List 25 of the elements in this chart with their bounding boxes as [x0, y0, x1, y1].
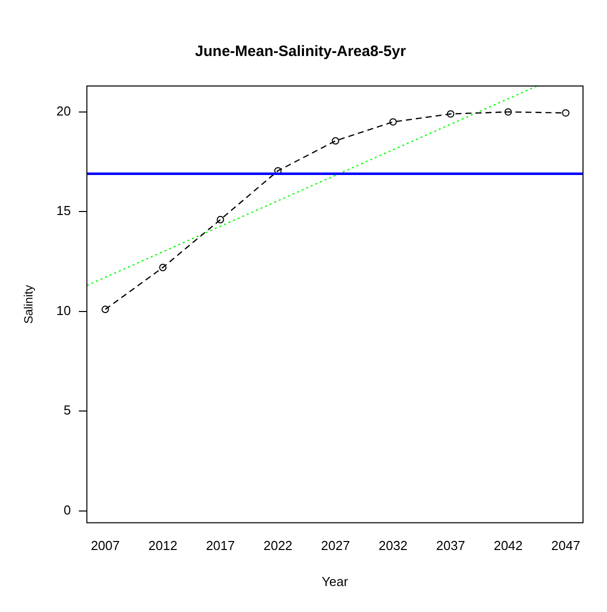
- point: [216, 216, 224, 224]
- x-tick-label: 2042: [494, 538, 523, 554]
- x-tick-label: 2032: [378, 538, 408, 554]
- point: [504, 108, 512, 116]
- y-tick-label: 0: [64, 502, 71, 518]
- x-tick-label: 2037: [436, 538, 466, 554]
- x-tick-label: 2027: [321, 538, 350, 554]
- y-axis-title: Salinity: [22, 285, 36, 324]
- point: [562, 109, 570, 117]
- point: [159, 264, 167, 272]
- x-axis-title: Year: [322, 574, 349, 589]
- y-tick-label: 5: [64, 402, 71, 418]
- y-tick-label: 15: [56, 203, 71, 218]
- x-tick-label: 2012: [148, 538, 178, 554]
- y-tick-label: 10: [56, 302, 71, 318]
- y-tick-label: 20: [56, 104, 71, 119]
- chart-title: June-Mean-Salinity-Area8-5yr: [195, 43, 406, 60]
- x-tick-label: 2047: [551, 538, 580, 554]
- point: [389, 118, 397, 126]
- point: [332, 137, 340, 145]
- x-tick-label: 2017: [206, 538, 235, 554]
- point: [446, 110, 454, 118]
- x-tick-label: 2007: [90, 538, 120, 554]
- x-tick-label: 2022: [263, 538, 292, 554]
- point: [102, 306, 109, 314]
